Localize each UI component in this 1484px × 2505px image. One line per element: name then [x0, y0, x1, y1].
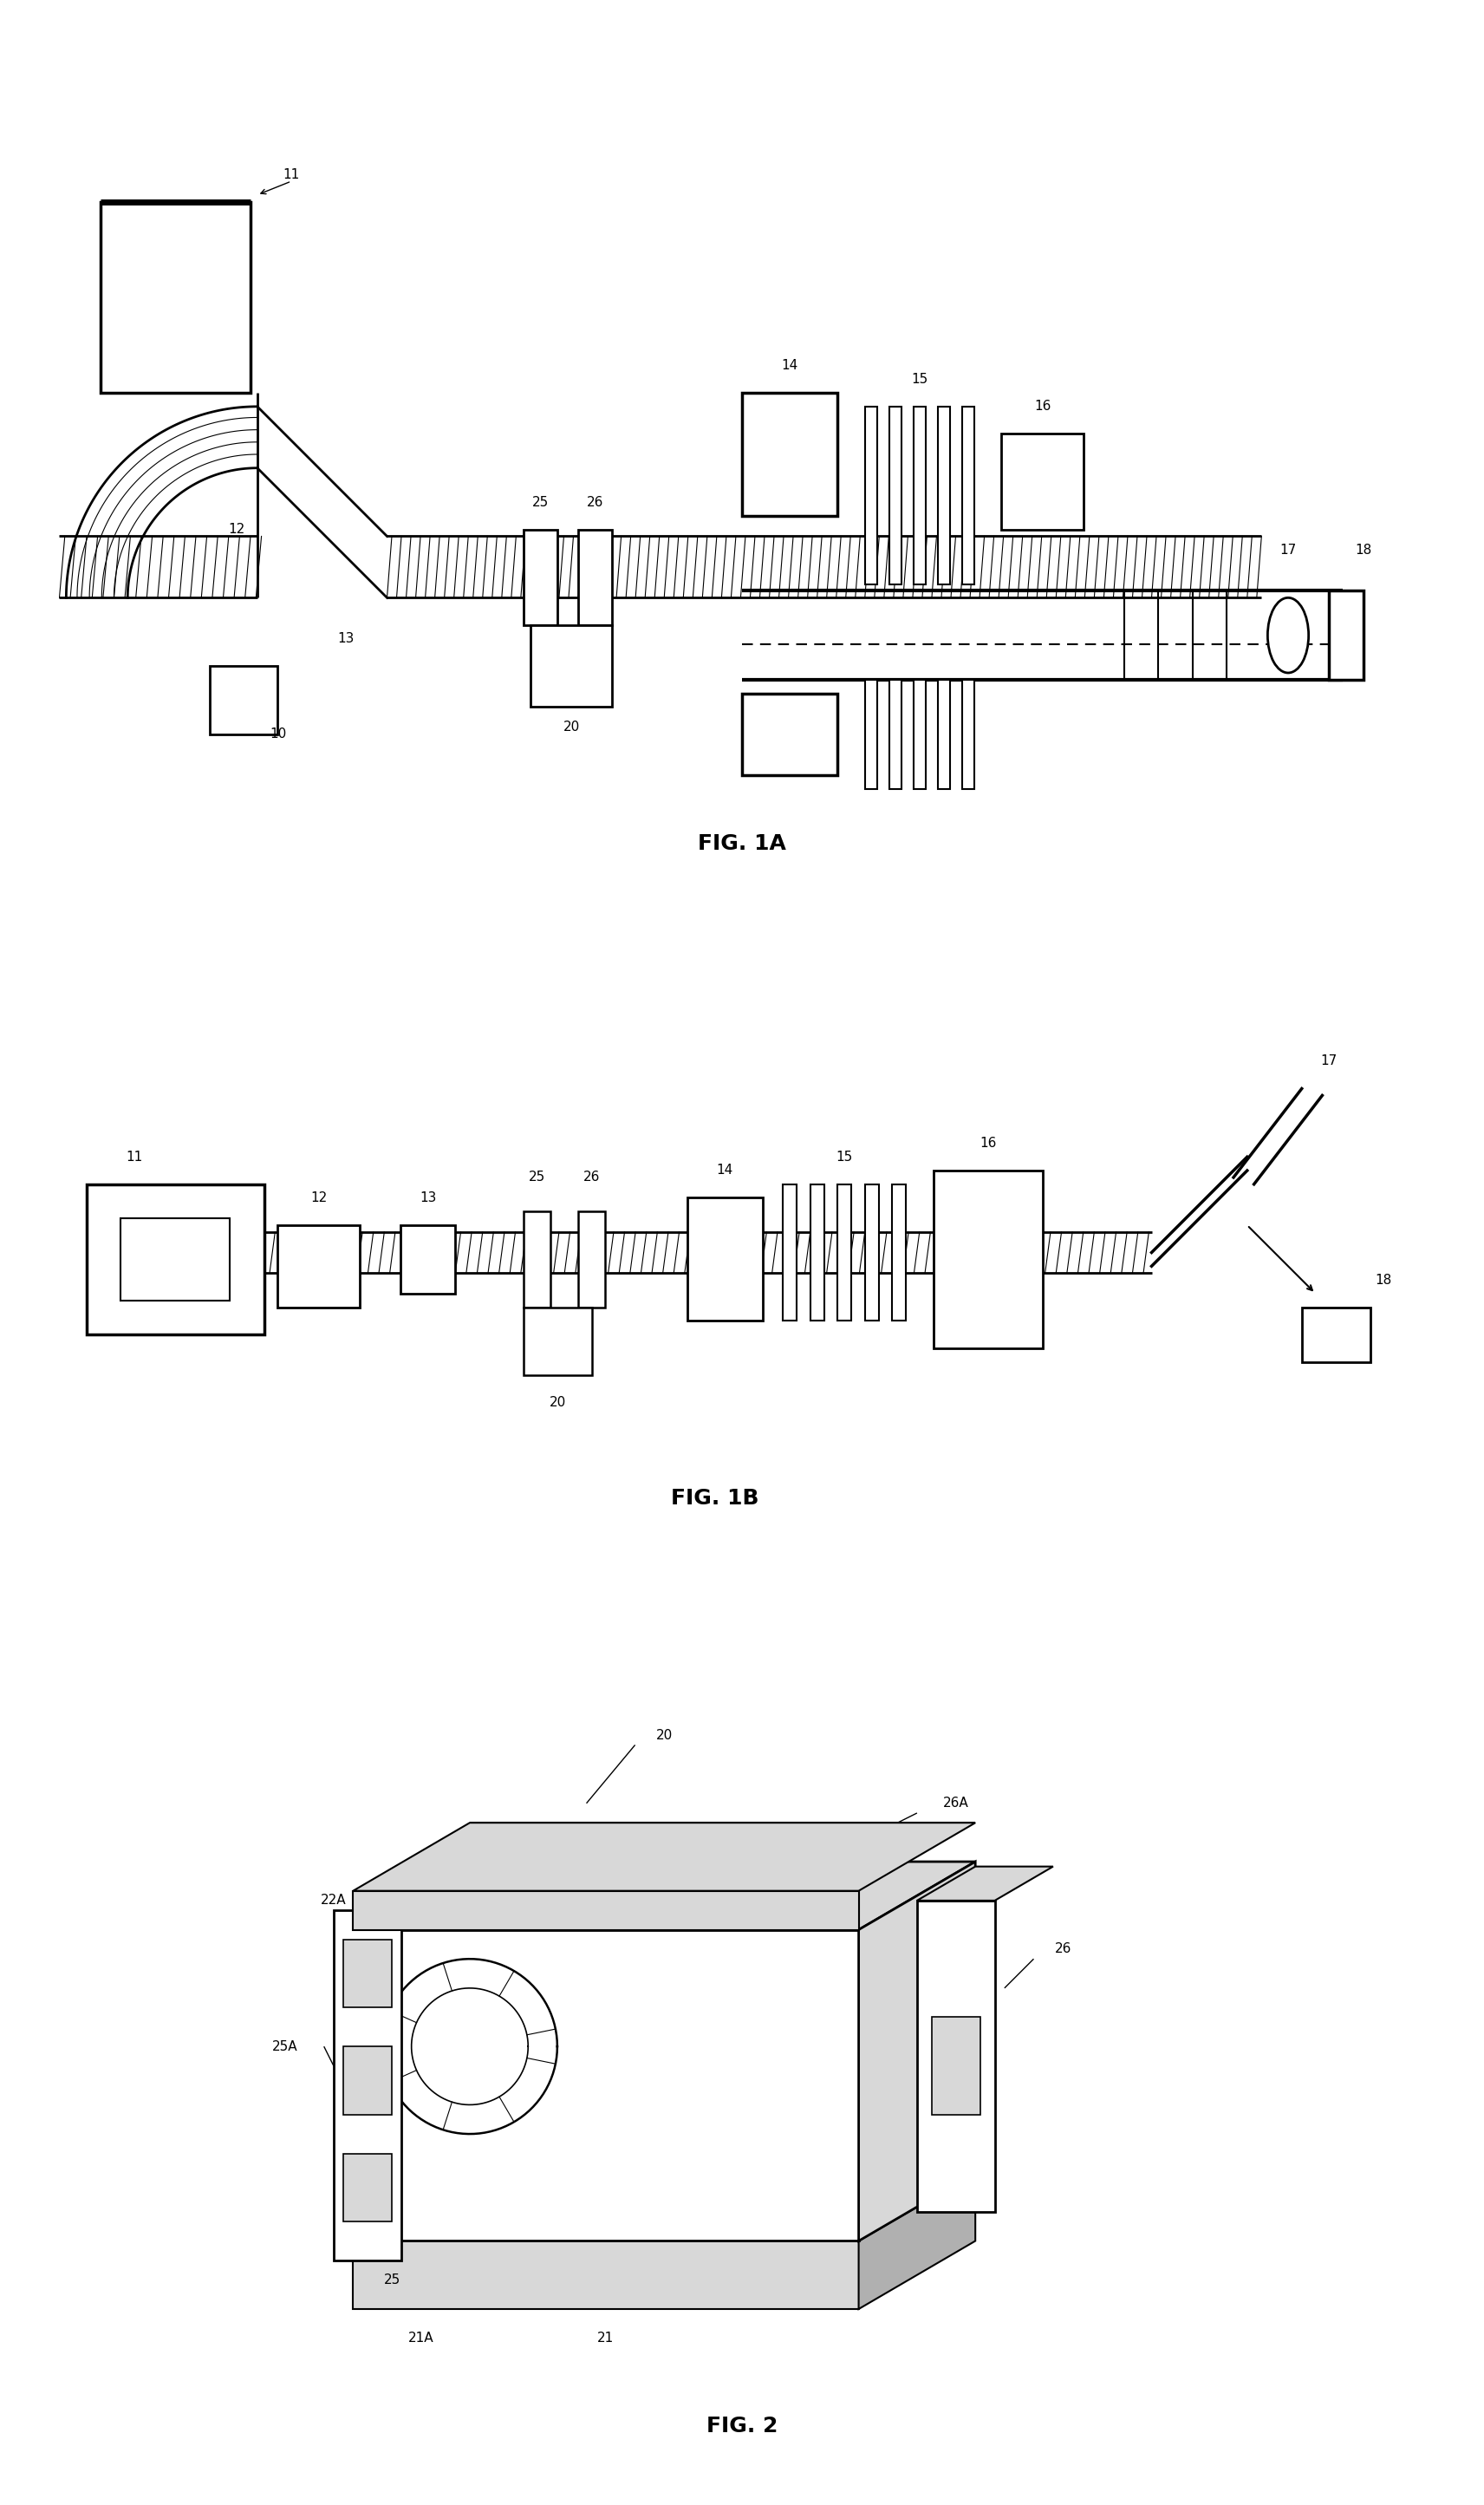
Text: 25: 25 [384, 2275, 401, 2287]
Bar [579, 1212, 605, 1308]
Text: 10: 10 [270, 729, 286, 741]
Bar [120, 1217, 230, 1300]
Text: 17: 17 [1279, 544, 1297, 556]
Polygon shape [353, 1929, 859, 2242]
Polygon shape [859, 1861, 975, 2242]
Bar [101, 203, 251, 393]
Text: 14: 14 [782, 358, 798, 373]
Text: 25: 25 [528, 1170, 546, 1185]
Bar [889, 679, 901, 789]
Bar [343, 2047, 392, 2114]
Bar [865, 679, 877, 789]
Bar [278, 1225, 359, 1308]
Text: 20: 20 [562, 721, 580, 734]
Ellipse shape [1267, 599, 1309, 674]
Bar [914, 679, 926, 789]
Bar [938, 679, 950, 789]
Text: 15: 15 [911, 373, 928, 386]
Bar [865, 1185, 879, 1320]
Bar [933, 1170, 1042, 1348]
Text: FIG. 1A: FIG. 1A [697, 834, 787, 854]
Polygon shape [917, 1901, 994, 2212]
Bar [530, 626, 613, 706]
Text: 22A: 22A [321, 1894, 346, 1906]
Bar [1002, 433, 1083, 529]
Bar [401, 1225, 456, 1293]
Bar [1330, 591, 1364, 679]
Polygon shape [353, 2242, 859, 2310]
Text: 15: 15 [835, 1150, 853, 1162]
Text: 18: 18 [1376, 1273, 1392, 1285]
Bar [962, 406, 974, 584]
Bar [742, 393, 837, 516]
Bar [784, 1185, 797, 1320]
Text: 17: 17 [1321, 1055, 1337, 1067]
Text: 18: 18 [1355, 544, 1371, 556]
Text: 21A: 21A [408, 2332, 433, 2345]
Polygon shape [334, 1911, 402, 2260]
Polygon shape [859, 2172, 975, 2310]
Text: 22: 22 [519, 1826, 536, 1839]
Bar [914, 406, 926, 584]
Text: FIG. 1B: FIG. 1B [671, 1488, 758, 1508]
Bar [524, 529, 558, 626]
Text: 26: 26 [583, 1170, 600, 1185]
Bar [938, 406, 950, 584]
Text: 25A: 25A [272, 2039, 298, 2054]
Bar [892, 1185, 905, 1320]
Text: 26: 26 [586, 496, 604, 509]
Text: 20: 20 [549, 1395, 565, 1410]
Bar [86, 1185, 264, 1335]
Bar [962, 679, 974, 789]
Bar [209, 666, 278, 734]
Text: 16: 16 [979, 1137, 996, 1150]
Text: 12: 12 [310, 1192, 326, 1205]
Bar [889, 406, 901, 584]
Bar [343, 2154, 392, 2222]
Bar [932, 2017, 981, 2114]
Bar [687, 1197, 763, 1320]
Text: 12: 12 [229, 524, 245, 536]
Bar [579, 529, 613, 626]
Bar [343, 1939, 392, 2007]
Text: 26A: 26A [942, 1796, 969, 1809]
Polygon shape [353, 1861, 975, 1929]
Polygon shape [353, 1824, 975, 1891]
Text: 13: 13 [420, 1192, 436, 1205]
Bar [524, 1212, 551, 1308]
Text: 14: 14 [717, 1165, 733, 1177]
Text: FIG. 2: FIG. 2 [706, 2415, 778, 2437]
Text: 11: 11 [126, 1150, 142, 1162]
Polygon shape [917, 1866, 1054, 1901]
Text: 21: 21 [598, 2332, 614, 2345]
Text: 25: 25 [533, 496, 549, 509]
Text: 11: 11 [283, 168, 300, 180]
Bar [524, 1308, 592, 1375]
Bar [837, 1185, 852, 1320]
Bar [742, 694, 837, 774]
Text: 20: 20 [656, 1728, 672, 1741]
Text: 26: 26 [1055, 1944, 1071, 1956]
Bar [1301, 1308, 1370, 1363]
Bar [865, 406, 877, 584]
Text: 13: 13 [338, 631, 355, 646]
Bar [810, 1185, 824, 1320]
Text: 16: 16 [1034, 401, 1051, 413]
Polygon shape [353, 2172, 975, 2242]
Polygon shape [353, 1891, 859, 1929]
